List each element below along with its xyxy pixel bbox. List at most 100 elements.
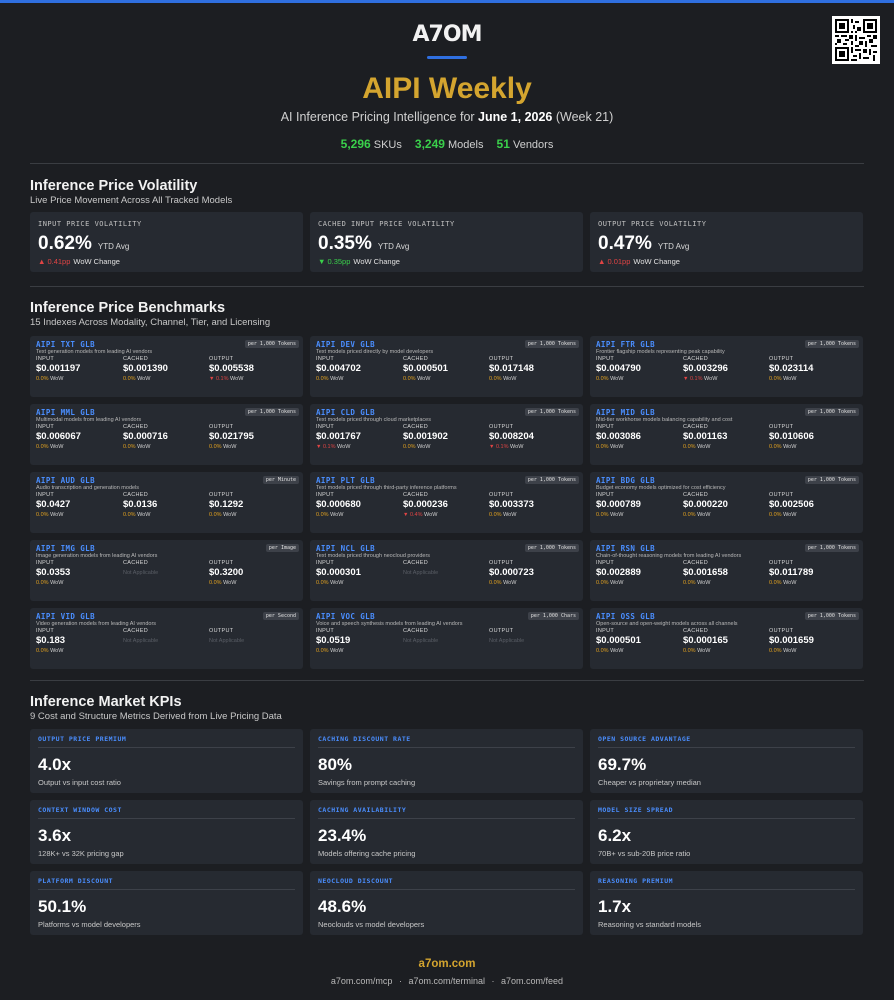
benchmark-card-aipi-voc-glb[interactable]: AIPI VOC GLB per 1,000 Chars Voice and spe… (310, 608, 583, 669)
price-column: CACHED Not Applicable (123, 628, 209, 647)
volatility-value-row: 0.47% YTD Avg (598, 233, 855, 255)
benchmark-card-aipi-mml-glb[interactable]: AIPI MML GLB per 1,000 Tokens Multimodal m… (30, 404, 303, 465)
price-value: $0.006067 (36, 431, 81, 442)
change-amount: 0.0% (489, 580, 502, 586)
price-column: INPUT $0.006067 0.0% WoW (36, 424, 122, 450)
benchmark-card-aipi-ftr-glb[interactable]: AIPI FTR GLB per 1,000 Tokens Frontier fla… (590, 336, 863, 397)
wow-label: WoW (695, 444, 711, 450)
price-value: Not Applicable (209, 638, 245, 644)
benchmark-card-aipi-plt-glb[interactable]: AIPI PLT GLB per 1,000 Tokens Text models … (310, 472, 583, 533)
index-description: Text generation models from leading AI v… (36, 349, 153, 355)
wow-change: 0.0% WoW (769, 648, 855, 654)
benchmark-card-aipi-vid-glb[interactable]: AIPI VID GLB per Second Video generation m… (30, 608, 303, 669)
change-amount: 0.0% (489, 512, 502, 518)
wow-label: WoW (781, 580, 797, 586)
index-description: Text models priced through cloud marketp… (316, 417, 431, 423)
change-amount: 0.0% (123, 376, 136, 382)
change-amount: 0.0% (596, 512, 609, 518)
price-column: INPUT $0.004702 0.0% WoW (316, 356, 402, 382)
kpi-value: 4.0x (38, 755, 72, 774)
index-name: AIPI VOC GLB (316, 612, 375, 621)
volatility-value: 0.35% (318, 233, 372, 254)
change-amount: 0.0% (316, 512, 329, 518)
price-column-label: CACHED (683, 356, 709, 362)
price-value: $0.001902 (403, 431, 448, 442)
price-column-label: OUTPUT (209, 356, 234, 362)
price-column: CACHED $0.003296 ▼ 0.1% WoW (683, 356, 769, 382)
benchmark-card-aipi-dev-glb[interactable]: AIPI DEV GLB per 1,000 Tokens Text models … (310, 336, 583, 397)
price-value: Not Applicable (403, 638, 439, 644)
vendor-count: 51 (496, 137, 510, 151)
kpi-name: MODEL SIZE SPREAD (598, 806, 855, 819)
wow-label: WoW (781, 376, 797, 382)
wow-label: WoW (328, 512, 344, 518)
wow-change: 0.0% WoW (596, 580, 682, 586)
wow-change: 0.0% WoW (123, 376, 209, 382)
volatility-value: 0.62% (38, 233, 92, 254)
kpi-value: 69.7% (598, 755, 647, 774)
benchmark-card-aipi-ncl-glb[interactable]: AIPI NCL GLB per 1,000 Tokens Text models … (310, 540, 583, 601)
benchmark-card-aipi-bdg-glb[interactable]: AIPI BDG GLB per 1,000 Tokens Budget econo… (590, 472, 863, 533)
benchmark-card-aipi-oss-glb[interactable]: AIPI OSS GLB per 1,000 Tokens Open-source … (590, 608, 863, 669)
benchmark-card-aipi-img-glb[interactable]: AIPI IMG GLB per Image Image generation mo… (30, 540, 303, 601)
price-column: CACHED $0.001658 0.0% WoW (683, 560, 769, 586)
change-amount: 0.0% (683, 648, 696, 654)
price-column-label: OUTPUT (489, 424, 514, 430)
price-column: OUTPUT $0.005538 ▼ 0.1% WoW (209, 356, 295, 382)
unit-badge: per 1,000 Tokens (804, 340, 859, 348)
change-amount: 0.0% (36, 444, 49, 450)
price-column: OUTPUT Not Applicable (489, 628, 575, 647)
wow-change: 0.0% WoW (403, 444, 489, 450)
price-column-label: CACHED (683, 492, 709, 498)
kpi-name: OUTPUT PRICE PREMIUM (38, 735, 295, 748)
price-value: $0.0353 (36, 567, 71, 578)
footer-link-mcp[interactable]: a7om.com/mcp (330, 976, 393, 986)
wow-change: 0.0% WoW (123, 444, 209, 450)
unit-badge: per 1,000 Tokens (244, 408, 299, 416)
wow-label: WoW (695, 580, 711, 586)
price-column-label: OUTPUT (209, 628, 234, 634)
kpi-value: 80% (318, 755, 353, 774)
wow-change: ▼ 0.1% WoW (489, 444, 575, 450)
kpi-card-output-price-premium: OUTPUT PRICE PREMIUM 4.0x Output vs input … (30, 729, 303, 793)
footer-site-link[interactable]: a7om.com (418, 958, 476, 970)
wow-change: 0.0% WoW (769, 376, 855, 382)
wow-change: 0.0% WoW (683, 512, 769, 518)
brand-logo[interactable]: A7OM (412, 22, 483, 47)
footer-link-terminal[interactable]: a7om.com/terminal (408, 976, 485, 986)
unit-badge: per 1,000 Tokens (804, 544, 859, 552)
benchmark-card-aipi-mid-glb[interactable]: AIPI MID GLB per 1,000 Tokens Mid-tier wor… (590, 404, 863, 465)
wow-change: ▼ 0.1% WoW (683, 376, 769, 382)
price-column: CACHED $0.000165 0.0% WoW (683, 628, 769, 654)
wow-change: 0.0% WoW (403, 376, 489, 382)
unit-badge: per 1,000 Tokens (804, 476, 859, 484)
kpi-name: CONTEXT WINDOW COST (38, 806, 295, 819)
price-value: $0.008204 (489, 431, 534, 442)
change-amount: 0.0% (36, 376, 49, 382)
model-label: Models (448, 139, 484, 151)
unit-badge: per Second (262, 612, 299, 620)
price-value: Not Applicable (489, 638, 525, 644)
benchmark-card-aipi-rsn-glb[interactable]: AIPI RSN GLB per 1,000 Tokens Chain-of-tho… (590, 540, 863, 601)
price-value: $0.000716 (123, 431, 168, 442)
benchmark-card-aipi-cld-glb[interactable]: AIPI CLD GLB per 1,000 Tokens Text models … (310, 404, 583, 465)
footer-link-feed[interactable]: a7om.com/feed (501, 976, 564, 986)
wow-change: 0.0% WoW (316, 648, 402, 654)
index-description: Text models priced through neocloud prov… (316, 553, 431, 559)
change-amount: 0.0% (683, 580, 696, 586)
benchmark-card-aipi-txt-glb[interactable]: AIPI TXT GLB per 1,000 Tokens Text generat… (30, 336, 303, 397)
kpi-card-context-window-cost: CONTEXT WINDOW COST 3.6x 128K+ vs 32K pric… (30, 800, 303, 864)
price-column-label: INPUT (36, 628, 54, 634)
index-description: Text models priced directly by model dev… (316, 349, 434, 355)
wow-change: 0.0% WoW (596, 512, 682, 518)
price-value: Not Applicable (123, 638, 159, 644)
ytd-label: YTD Avg (657, 242, 690, 251)
wow-label: WoW (48, 512, 64, 518)
price-column: CACHED $0.000501 0.0% WoW (403, 356, 489, 382)
wow-change: 0.0% WoW (769, 444, 855, 450)
benchmark-card-aipi-aud-glb[interactable]: AIPI AUD GLB per Minute Audio transcriptio… (30, 472, 303, 533)
index-name: AIPI OSS GLB (596, 612, 655, 621)
wow-change: 0.0% WoW (36, 648, 122, 654)
index-name: AIPI RSN GLB (596, 544, 655, 553)
divider (30, 680, 864, 681)
